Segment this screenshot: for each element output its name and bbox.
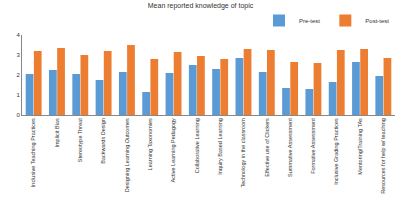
svg-text:Inclusive Teaching Practices: Inclusive Teaching Practices bbox=[30, 118, 36, 187]
svg-text:Resources for help w/ teaching: Resources for help w/ teaching bbox=[380, 118, 386, 194]
svg-text:Summative Assessment: Summative Assessment bbox=[287, 118, 293, 177]
svg-text:0: 0 bbox=[16, 112, 20, 118]
svg-text:3: 3 bbox=[16, 52, 20, 58]
svg-text:1: 1 bbox=[16, 92, 20, 98]
svg-text:Collaborative Learning: Collaborative Learning bbox=[194, 118, 200, 173]
svg-text:Backwards Design: Backwards Design bbox=[100, 118, 106, 164]
svg-text:Inquiry Based Learning: Inquiry Based Learning bbox=[217, 118, 223, 175]
svg-text:Active Learning Pedagogy: Active Learning Pedagogy bbox=[170, 118, 176, 182]
svg-text:Learning Taxonomies: Learning Taxonomies bbox=[147, 118, 153, 170]
svg-text:Technology in the classroom: Technology in the classroom bbox=[240, 118, 246, 188]
svg-text:Mentoring/Training TAs: Mentoring/Training TAs bbox=[357, 118, 363, 175]
svg-text:Inclusive Grading Practices: Inclusive Grading Practices bbox=[334, 118, 340, 185]
svg-text:Stereotype Threat: Stereotype Threat bbox=[77, 118, 83, 162]
svg-text:Implicit Bias: Implicit Bias bbox=[54, 118, 60, 148]
svg-text:Pre-test: Pre-test bbox=[299, 18, 320, 24]
svg-text:Formative Assessment: Formative Assessment bbox=[310, 118, 316, 174]
svg-text:2: 2 bbox=[16, 72, 20, 78]
svg-text:Post-test: Post-test bbox=[365, 18, 389, 24]
svg-text:4: 4 bbox=[16, 32, 20, 38]
svg-text:Designing Learning Outcomes: Designing Learning Outcomes bbox=[124, 118, 130, 192]
svg-text:Effective use of Clickers: Effective use of Clickers bbox=[264, 118, 270, 177]
svg-text:Mean reported knowledge of top: Mean reported knowledge of topic bbox=[148, 2, 254, 10]
